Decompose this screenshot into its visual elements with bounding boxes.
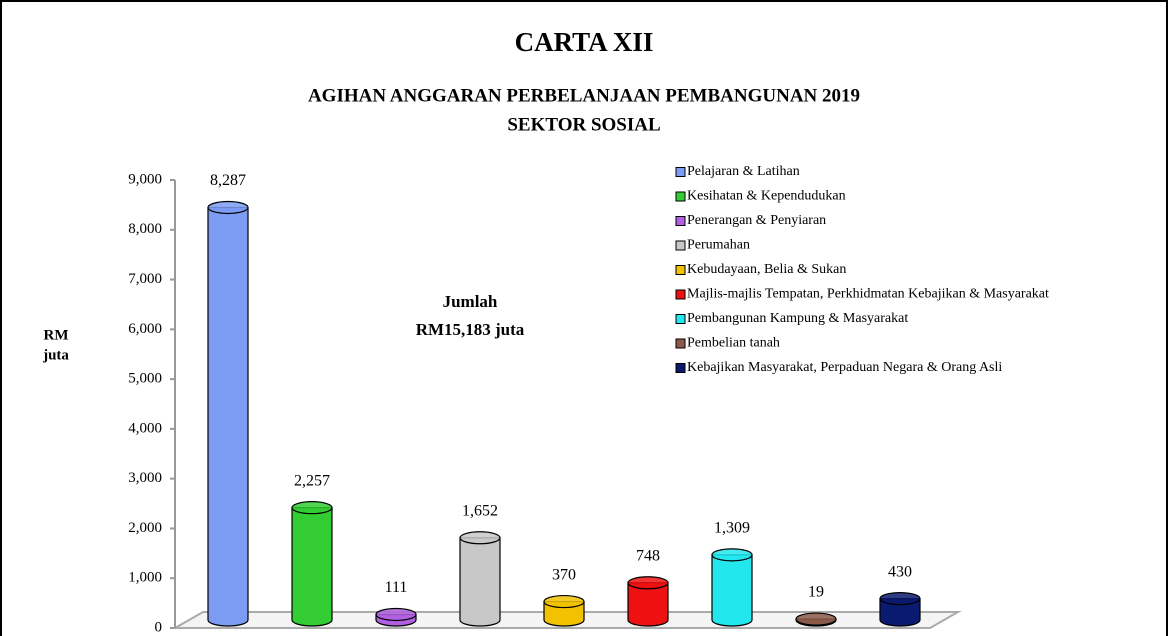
chart-subtitle: AGIHAN ANGGARAN PERBELANJAAN PEMBANGUNAN… [308,85,860,106]
y-tick-label: 7,000 [128,271,162,287]
y-tick-label: 0 [155,619,163,635]
legend-swatch [675,289,686,300]
value-label: 370 [552,566,576,583]
chart-subtitle: SEKTOR SOSIAL [507,114,660,135]
value-label: 19 [808,584,824,601]
bar-top [879,591,921,606]
value-label: 748 [636,547,660,564]
bar-top [795,612,837,626]
bar [627,582,669,627]
legend-label: Penerangan & Penyiaran [687,213,826,228]
value-label: 8,287 [210,172,246,189]
legend-swatch [675,363,686,373]
value-label: 1,652 [462,502,498,519]
legend-label: Majlis-majlis Tempatan, Perkhidmatan Keb… [687,287,1049,302]
legend-label: Pelajaran & Latihan [687,164,800,179]
legend-label: Kesihatan & Kependudukan [687,189,846,204]
legend-label: Pembangunan Kampung & Masyarakat [687,311,908,326]
y-tick-label: 8,000 [128,221,162,237]
y-tick-label: 3,000 [128,470,162,486]
legend-label: Pembelian tanah [687,336,780,351]
bar [207,206,249,627]
y-tick-label: 1,000 [128,570,162,586]
y-axis-label: juta [42,347,69,363]
legend-label: Kebudayaan, Belia & Sukan [687,262,846,277]
legend-label: Perumahan [687,238,750,253]
value-label: 1,309 [714,520,750,537]
bar-top [543,594,585,609]
legend-swatch [675,314,686,324]
bar [879,597,921,627]
value-label: 2,257 [294,472,330,489]
bar-top [375,607,417,622]
y-axis-label: RM [44,327,69,343]
bar-top [711,548,753,562]
value-label: 430 [888,563,912,580]
legend-label: Kebajikan Masyarakat, Perpaduan Negara &… [687,360,1002,375]
bar-top [459,531,501,545]
bar [711,554,753,627]
legend-swatch [675,265,686,275]
legend-swatch [675,338,686,349]
bar [543,600,585,627]
bar-top [207,200,249,215]
bar [459,537,501,627]
bar-top [627,576,669,590]
y-tick-label: 4,000 [128,420,162,436]
bar-top [291,501,333,515]
legend-swatch [675,167,686,177]
y-tick-label: 6,000 [128,321,162,337]
y-tick-label: 9,000 [128,171,162,187]
chart-title: CARTA XII [515,27,654,57]
bar [291,507,333,627]
legend-swatch [675,240,686,251]
value-label: 111 [385,579,408,596]
legend-swatch [675,191,686,202]
y-tick-label: 2,000 [128,520,162,536]
legend-swatch [675,216,686,226]
annotation: Jumlah [443,292,498,311]
annotation: RM15,183 juta [416,320,525,339]
y-tick-label: 5,000 [128,371,162,387]
